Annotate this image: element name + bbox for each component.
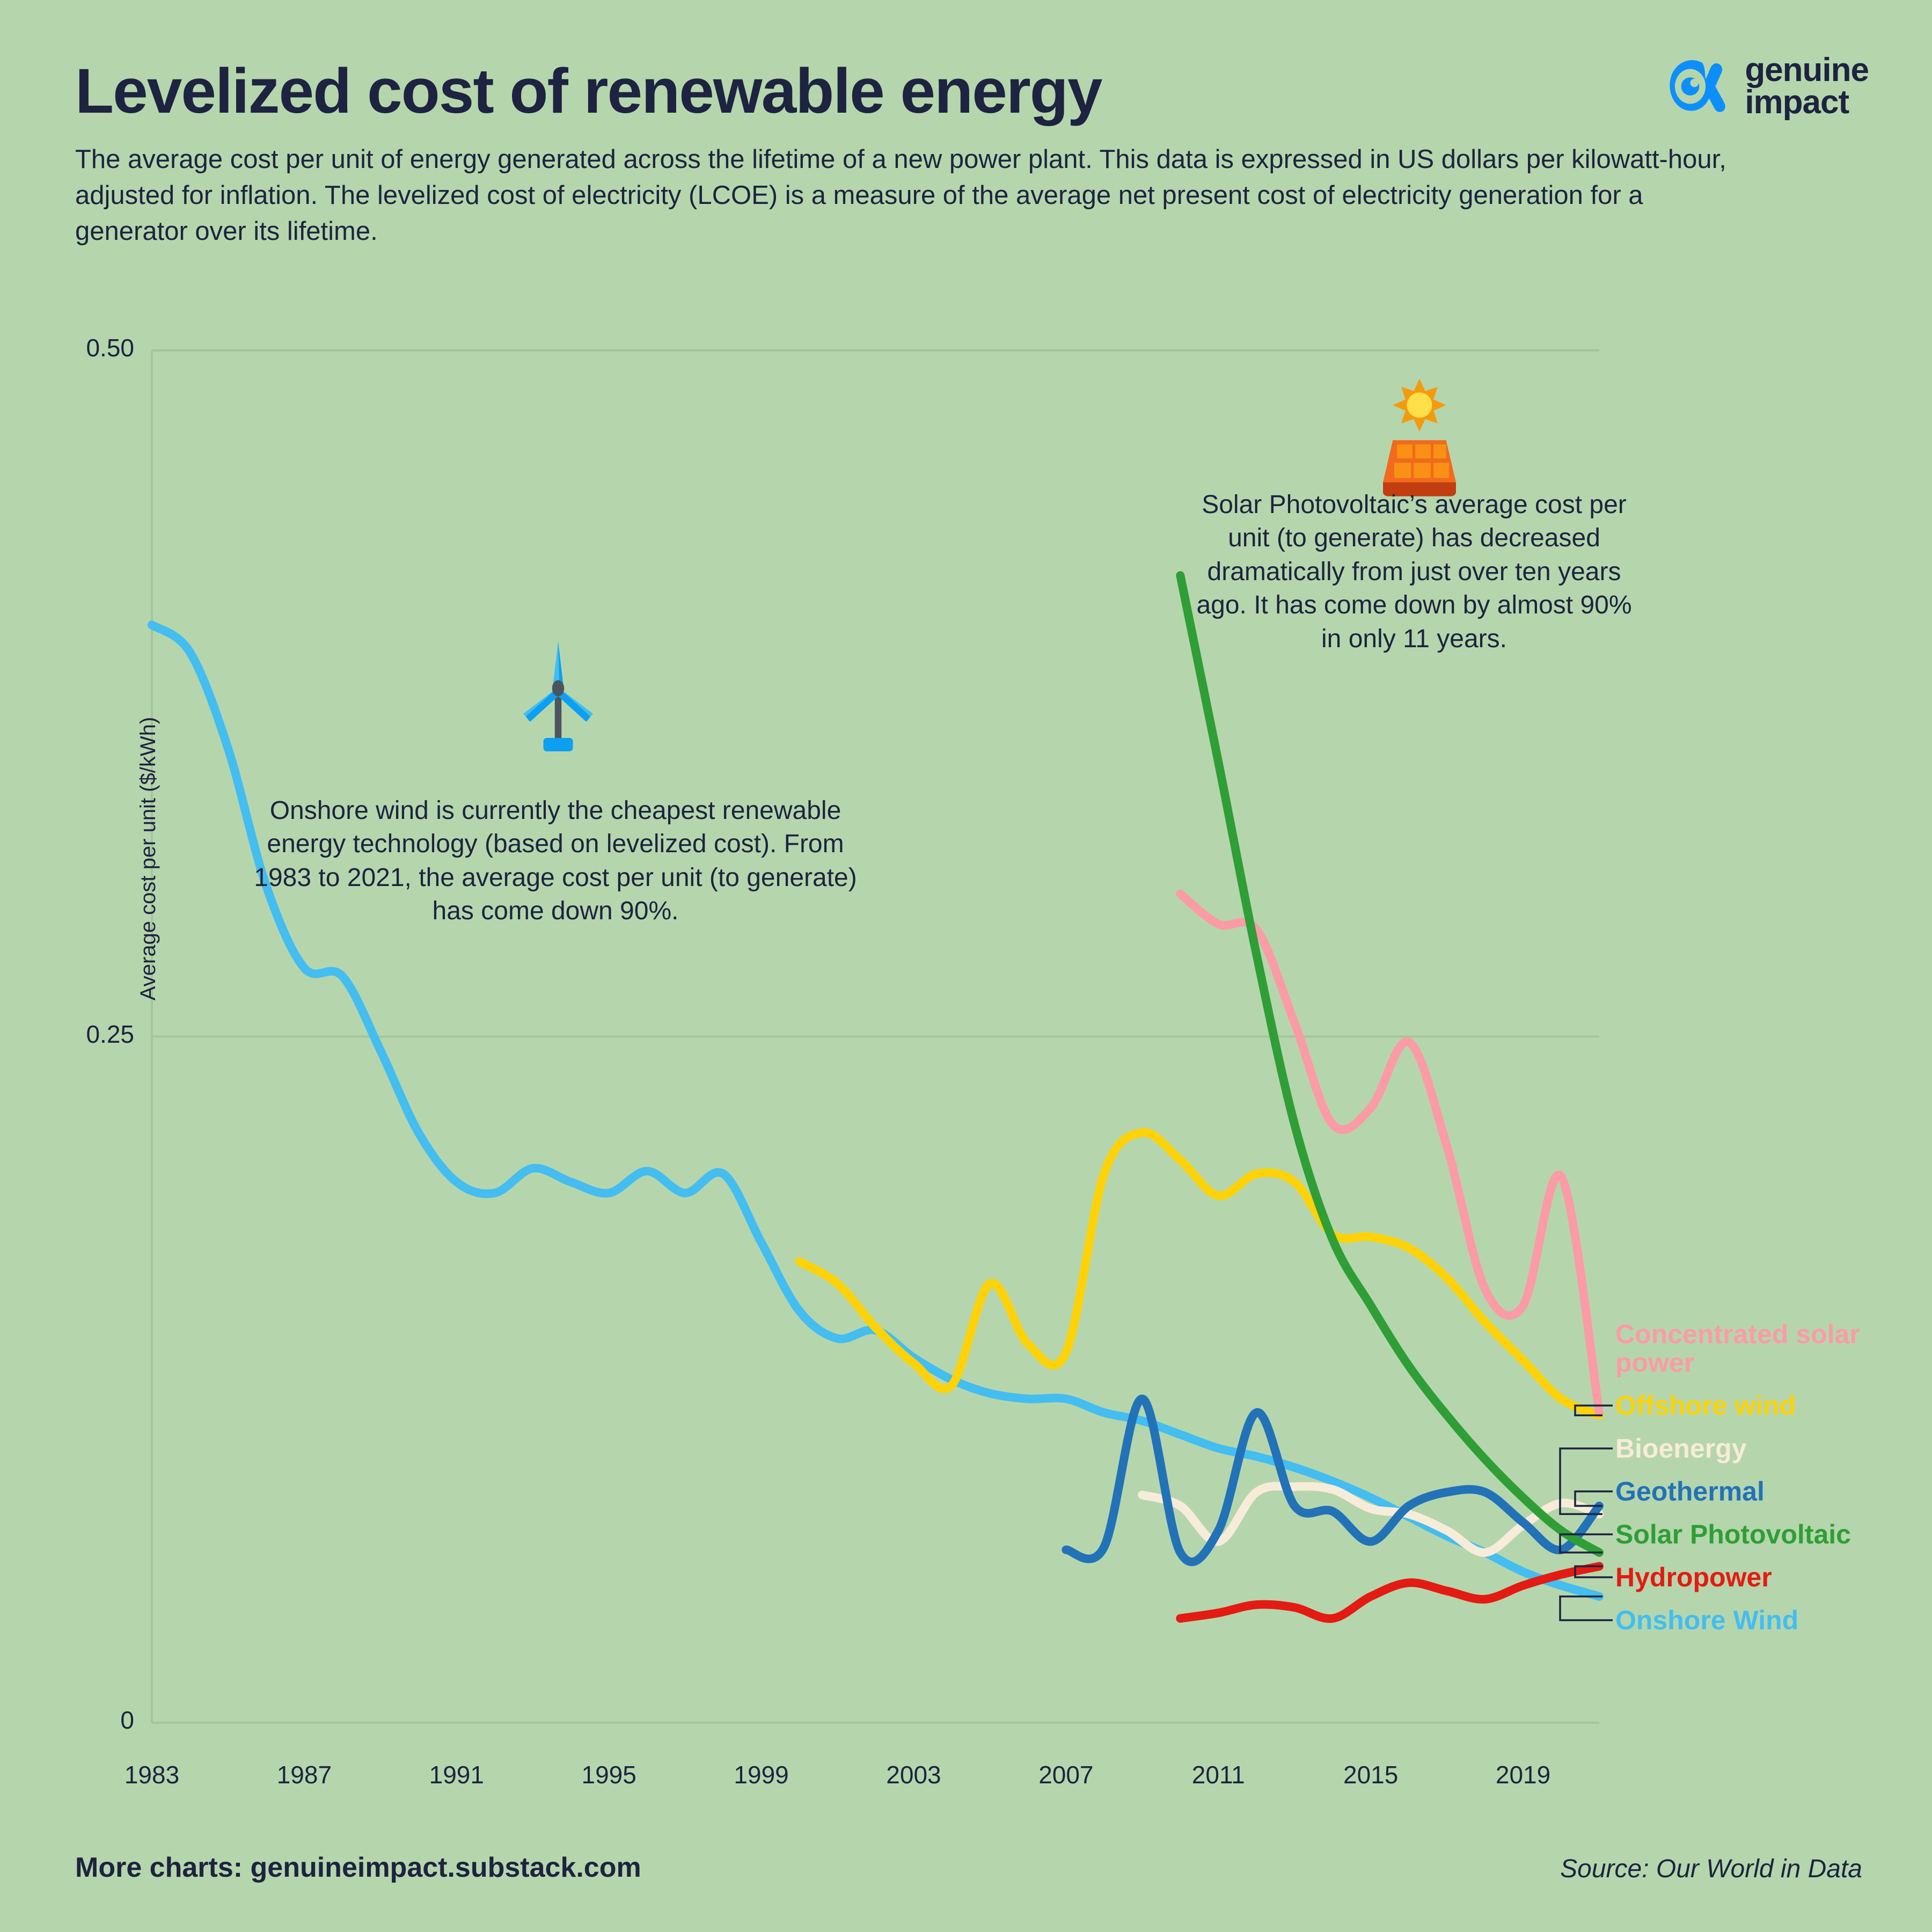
wind-turbine-icon bbox=[523, 641, 593, 751]
page-title: Levelized cost of renewable energy bbox=[75, 56, 1102, 127]
chart-subtitle: The average cost per unit of energy gene… bbox=[75, 145, 1726, 246]
more-charts-link[interactable]: More charts: genuineimpact.substack.com bbox=[75, 1852, 641, 1883]
legend-item-label: Bioenergy bbox=[1615, 1433, 1747, 1463]
x-tick-label: 2011 bbox=[1191, 1761, 1245, 1789]
wind-annotation: Onshore wind is currently the cheapest r… bbox=[254, 796, 857, 926]
legend-item-bioenergy[interactable]: Bioenergy bbox=[1615, 1434, 1932, 1463]
x-tick-label: 1999 bbox=[734, 1761, 789, 1789]
solar-annotation: Solar Photovoltaic’s average cost per un… bbox=[1196, 491, 1632, 653]
legend-leader-lines bbox=[1559, 1404, 1613, 1621]
brand-name: genuine impact bbox=[1745, 52, 1869, 121]
legend-item-geothermal[interactable]: Geothermal bbox=[1615, 1477, 1932, 1506]
y-tick-label: 0 bbox=[120, 1706, 134, 1734]
x-tick-label: 2007 bbox=[1038, 1761, 1094, 1789]
chart-legend: Concentrated solar power Offshore wind Bio… bbox=[1615, 1320, 1932, 1649]
x-tick-label: 1987 bbox=[276, 1761, 332, 1789]
x-tick-label: 2019 bbox=[1495, 1761, 1551, 1789]
legend-item-concentrated-solar-power[interactable]: Concentrated solar power bbox=[1615, 1320, 1862, 1377]
x-tick-label: 1983 bbox=[124, 1761, 180, 1789]
legend-item-label: Concentrated solar power bbox=[1615, 1319, 1860, 1378]
y-axis-label: Average cost per unit ($/kWh) bbox=[136, 716, 160, 1001]
brand-line-1: genuine bbox=[1745, 52, 1869, 89]
chart-header: Levelized cost of renewable energy The a… bbox=[75, 59, 1857, 249]
x-tick-label: 1991 bbox=[429, 1761, 484, 1789]
legend-item-offshore-wind[interactable]: Offshore wind bbox=[1615, 1391, 1932, 1420]
legend-item-hydropower[interactable]: Hydropower bbox=[1615, 1563, 1932, 1592]
legend-item-label: Hydropower bbox=[1615, 1562, 1772, 1592]
x-tick-label: 2015 bbox=[1343, 1761, 1399, 1789]
legend-item-onshore-wind[interactable]: Onshore Wind bbox=[1615, 1606, 1932, 1635]
y-tick-label: 0.25 bbox=[86, 1020, 134, 1048]
solar-panel-icon bbox=[1383, 378, 1456, 496]
alpha-eye-logo-icon bbox=[1670, 60, 1726, 112]
x-tick-label: 1995 bbox=[581, 1761, 636, 1789]
brand-logo[interactable]: genuine impact bbox=[1659, 52, 1869, 121]
x-tick-label: 2003 bbox=[886, 1761, 941, 1789]
legend-item-label: Solar Photovoltaic bbox=[1615, 1519, 1851, 1549]
brand-line-2: impact bbox=[1745, 84, 1849, 121]
y-tick-label: 0.50 bbox=[86, 334, 134, 362]
chart-series-layer bbox=[148, 571, 1604, 1623]
legend-item-label: Onshore Wind bbox=[1615, 1605, 1799, 1635]
legend-item-label: Offshore wind bbox=[1615, 1391, 1796, 1421]
legend-item-solar-photovoltaic[interactable]: Solar Photovoltaic bbox=[1615, 1520, 1932, 1549]
legend-item-label: Geothermal bbox=[1615, 1476, 1765, 1506]
source-credit: Source: Our World in Data bbox=[1560, 1855, 1862, 1883]
